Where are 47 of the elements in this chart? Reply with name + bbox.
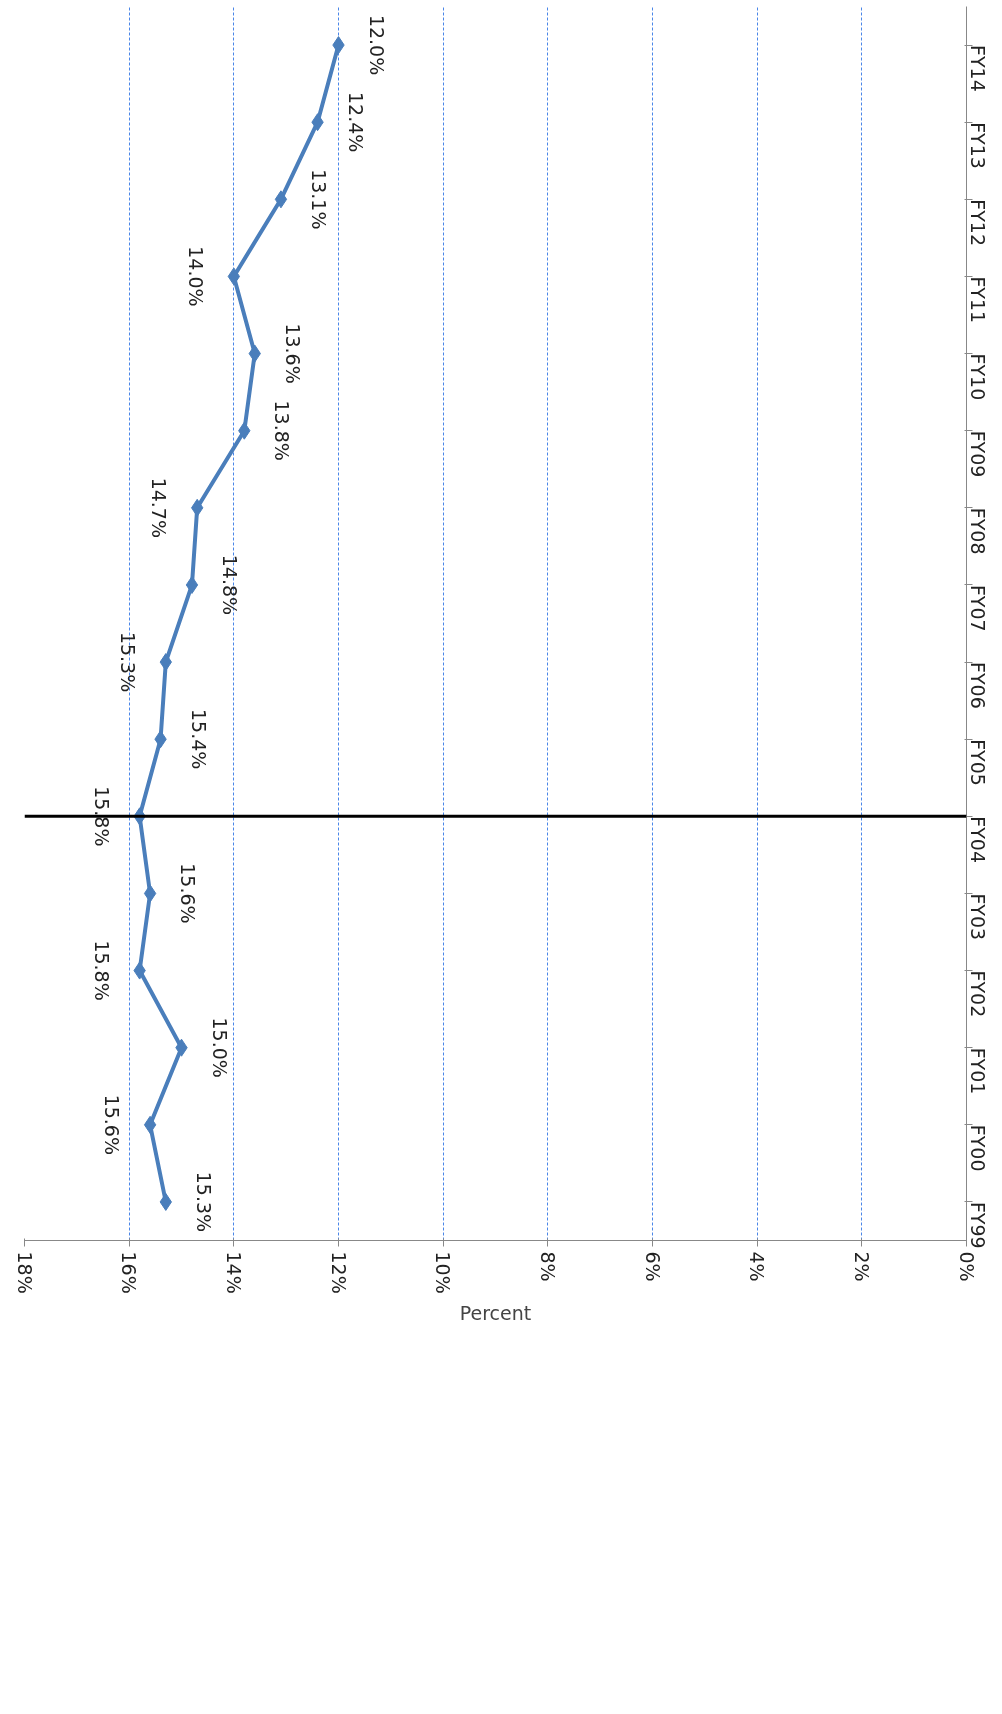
y-tick-label: FY13 [966, 122, 989, 169]
x-tick-label: 0% [955, 1251, 978, 1282]
y-tick-label: FY14 [966, 45, 989, 92]
x-tick-label: 10% [432, 1251, 455, 1294]
data-label: 13.8% [271, 400, 294, 461]
data-label: 15.3% [116, 631, 139, 693]
x-tick-label: 6% [641, 1251, 664, 1282]
y-tick-label: FY99 [966, 1201, 989, 1249]
data-label: 15.3% [192, 1171, 215, 1233]
data-label: 15.6% [101, 1094, 124, 1155]
y-tick-label: FY10 [966, 353, 989, 401]
x-tick-label: 2% [850, 1251, 873, 1282]
y-tick-label: FY11 [966, 276, 989, 324]
data-label: 13.6% [281, 323, 304, 384]
y-tick-label: FY12 [966, 199, 989, 247]
data-label: 15.0% [208, 1017, 231, 1078]
y-tick-label: FY08 [966, 507, 989, 555]
x-tick-label: 18% [13, 1251, 36, 1294]
y-tick-label: FY03 [966, 893, 989, 941]
y-tick-label: FY01 [966, 1047, 989, 1095]
y-tick-label: FY04 [966, 816, 989, 864]
data-label: 15.4% [187, 709, 210, 770]
x-tick-label: 12% [327, 1251, 350, 1294]
data-label: 15.6% [177, 863, 200, 924]
data-label: 13.1% [307, 169, 330, 230]
x-tick-label: 16% [118, 1251, 141, 1294]
data-label: 15.8% [90, 940, 113, 1001]
point [274, 190, 288, 209]
data-label: 12.4% [344, 92, 367, 153]
data-label: 14.7% [148, 477, 171, 538]
data-label: 15.8% [90, 786, 113, 847]
y-tick-label: FY06 [966, 662, 989, 709]
point [143, 884, 157, 903]
data-label: 14.0% [184, 246, 207, 307]
x-tick-label: 14% [222, 1251, 245, 1294]
y-tick-label: FY07 [966, 584, 989, 632]
data-label: 12.0% [365, 14, 388, 76]
point [143, 1115, 157, 1134]
point [185, 575, 199, 594]
x-tick-label: 8% [536, 1251, 559, 1282]
y-tick-label: FY02 [966, 970, 989, 1018]
y-tick-label: FY00 [966, 1124, 989, 1172]
x-tick-label: 4% [746, 1251, 769, 1282]
y-tick-label: FY05 [966, 739, 989, 786]
data-label: 14.8% [218, 554, 241, 616]
y-tick-label: FY09 [966, 430, 989, 478]
x-axis-title: Percent [459, 1301, 532, 1324]
